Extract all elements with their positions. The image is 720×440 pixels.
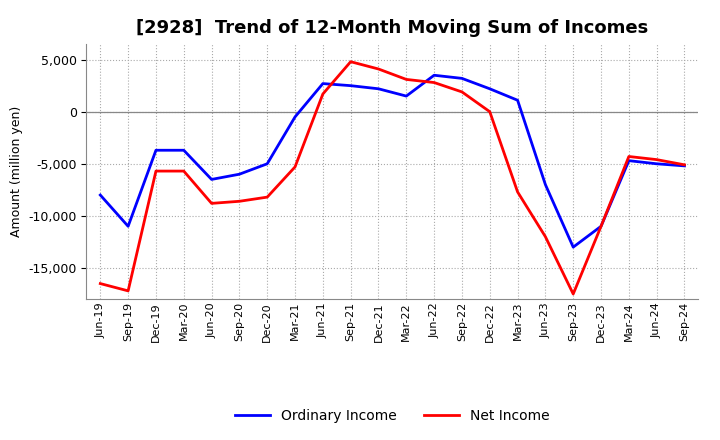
Ordinary Income <box>458 76 467 81</box>
Net Income <box>152 169 161 174</box>
Ordinary Income <box>402 93 410 99</box>
Net Income <box>124 288 132 293</box>
Ordinary Income <box>263 161 271 166</box>
Net Income <box>263 194 271 200</box>
Net Income <box>207 201 216 206</box>
Line: Ordinary Income: Ordinary Income <box>100 75 685 247</box>
Ordinary Income <box>235 172 243 177</box>
Net Income <box>597 224 606 229</box>
Net Income <box>541 234 550 239</box>
Ordinary Income <box>569 245 577 250</box>
Ordinary Income <box>652 161 661 166</box>
Net Income <box>513 189 522 194</box>
Ordinary Income <box>485 86 494 92</box>
Ordinary Income <box>374 86 383 92</box>
Line: Net Income: Net Income <box>100 62 685 294</box>
Net Income <box>458 89 467 95</box>
Ordinary Income <box>179 147 188 153</box>
Ordinary Income <box>430 73 438 78</box>
Net Income <box>291 164 300 169</box>
Net Income <box>652 157 661 162</box>
Ordinary Income <box>152 147 161 153</box>
Ordinary Income <box>318 81 327 86</box>
Legend: Ordinary Income, Net Income: Ordinary Income, Net Income <box>230 403 555 428</box>
Net Income <box>402 77 410 82</box>
Ordinary Income <box>597 224 606 229</box>
Net Income <box>179 169 188 174</box>
Ordinary Income <box>96 192 104 198</box>
Title: [2928]  Trend of 12-Month Moving Sum of Incomes: [2928] Trend of 12-Month Moving Sum of I… <box>136 19 649 37</box>
Ordinary Income <box>541 182 550 187</box>
Ordinary Income <box>680 163 689 169</box>
Ordinary Income <box>624 158 633 163</box>
Net Income <box>624 154 633 159</box>
Net Income <box>96 281 104 286</box>
Net Income <box>235 198 243 204</box>
Net Income <box>346 59 355 64</box>
Ordinary Income <box>124 224 132 229</box>
Ordinary Income <box>513 98 522 103</box>
Net Income <box>485 109 494 114</box>
Net Income <box>430 80 438 85</box>
Net Income <box>569 291 577 297</box>
Net Income <box>318 92 327 97</box>
Ordinary Income <box>346 83 355 88</box>
Y-axis label: Amount (million yen): Amount (million yen) <box>10 106 23 237</box>
Net Income <box>374 66 383 72</box>
Ordinary Income <box>291 114 300 120</box>
Net Income <box>680 162 689 168</box>
Ordinary Income <box>207 177 216 182</box>
